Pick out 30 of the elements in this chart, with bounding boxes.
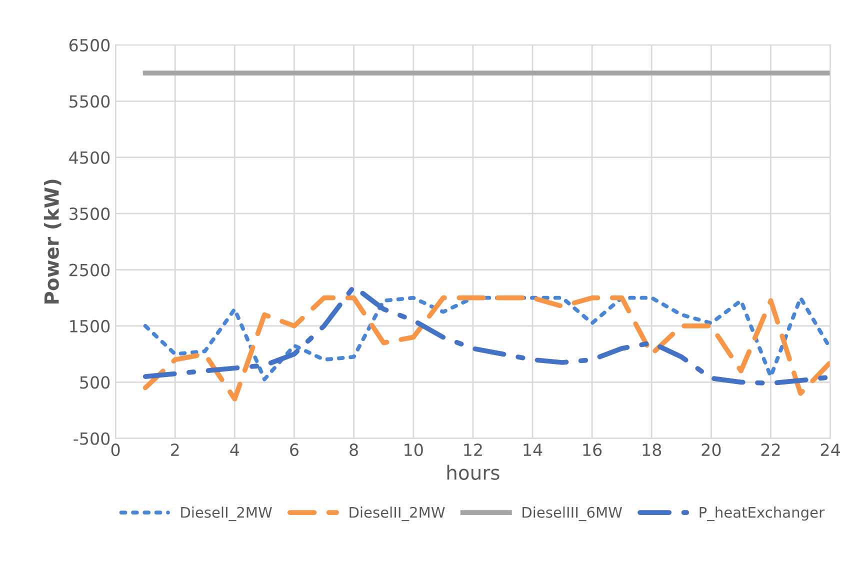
x-tick-label: 18 <box>642 444 662 456</box>
line-series <box>142 295 830 402</box>
x-tick-label: 24 <box>820 444 840 456</box>
y-tick-label: -500 <box>74 432 110 445</box>
x-tick-label: 22 <box>761 444 780 456</box>
x-tick-label: 0 <box>111 444 120 456</box>
x-axis-title: hours <box>447 464 500 480</box>
legend-label: DieselI_2MW <box>181 506 272 522</box>
y-tick-label: 6500 <box>69 38 110 52</box>
x-tick-label: 16 <box>583 444 602 456</box>
y-tick-label: 3500 <box>70 208 110 220</box>
x-tick-label: 20 <box>702 444 721 456</box>
x-tick-label: 4 <box>230 444 240 456</box>
x-tick-label: 6 <box>290 444 299 456</box>
y-tick-label: 4500 <box>69 151 110 164</box>
x-tick-label: 2 <box>171 444 179 456</box>
legend-label: DieselII_2MW <box>350 506 445 522</box>
x-tick-label: 12 <box>464 444 482 456</box>
y-tick-label: 1500 <box>70 320 110 333</box>
line-series <box>143 296 830 382</box>
x-tick-label: 8 <box>350 444 358 456</box>
y-tick-label: 500 <box>80 376 110 389</box>
y-tick-label: 5500 <box>70 95 110 108</box>
line-series <box>142 284 830 386</box>
y-axis-title: Power (kW) <box>44 180 62 304</box>
legend-label: P_heatExchanger <box>700 506 825 522</box>
legend-label: DieselIII_6MW <box>522 506 622 522</box>
x-tick-label: 14 <box>524 444 542 456</box>
x-tick-label: 10 <box>404 444 423 456</box>
y-tick-label: 2500 <box>70 264 110 276</box>
